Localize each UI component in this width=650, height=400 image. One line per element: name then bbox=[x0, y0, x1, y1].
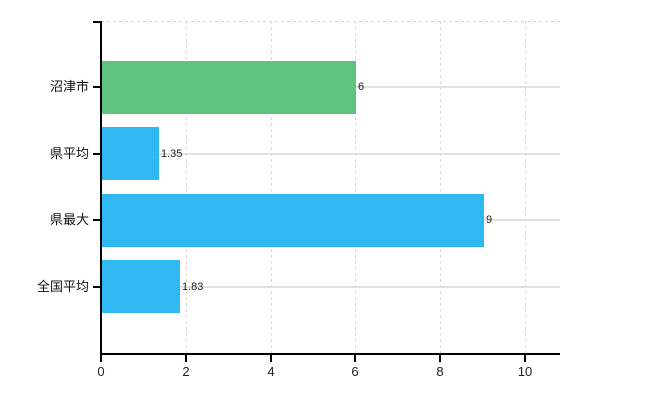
vertical-gridline bbox=[440, 21, 441, 353]
category-label: 沼津市 bbox=[49, 79, 89, 94]
x-axis-line bbox=[100, 353, 560, 355]
axis-tick bbox=[93, 153, 101, 155]
y-axis-line bbox=[100, 21, 102, 354]
bar bbox=[102, 61, 356, 114]
x-tick-label: 0 bbox=[97, 364, 105, 379]
axis-tick bbox=[270, 354, 272, 362]
axis-tick bbox=[354, 354, 356, 362]
vertical-gridline bbox=[271, 21, 272, 353]
axis-tick bbox=[93, 219, 101, 221]
category-label: 全国平均 bbox=[36, 279, 89, 294]
bar bbox=[102, 194, 484, 247]
category-label: 県最大 bbox=[49, 212, 89, 227]
axis-tick bbox=[185, 354, 187, 362]
bar bbox=[102, 260, 180, 313]
horizontal-gridline bbox=[101, 286, 560, 288]
axis-tick bbox=[524, 354, 526, 362]
bar bbox=[102, 127, 159, 180]
top-border bbox=[101, 21, 560, 22]
axis-tick bbox=[93, 286, 101, 288]
vertical-gridline bbox=[525, 21, 526, 353]
value-label: 1.35 bbox=[161, 148, 183, 160]
value-label: 6 bbox=[358, 81, 365, 93]
x-tick-label: 8 bbox=[436, 364, 444, 379]
vertical-gridline bbox=[355, 21, 356, 353]
axis-tick bbox=[93, 86, 101, 88]
axis-tick bbox=[93, 21, 101, 23]
horizontal-gridline bbox=[101, 153, 560, 155]
category-label: 県平均 bbox=[49, 146, 89, 161]
axis-tick bbox=[439, 354, 441, 362]
value-label: 1.83 bbox=[182, 281, 204, 293]
axis-tick bbox=[100, 354, 102, 362]
x-tick-label: 6 bbox=[351, 364, 359, 379]
x-tick-label: 4 bbox=[267, 364, 275, 379]
x-tick-label: 10 bbox=[517, 364, 533, 379]
x-tick-label: 2 bbox=[182, 364, 190, 379]
value-label: 9 bbox=[486, 214, 493, 226]
vertical-gridline bbox=[186, 21, 187, 353]
